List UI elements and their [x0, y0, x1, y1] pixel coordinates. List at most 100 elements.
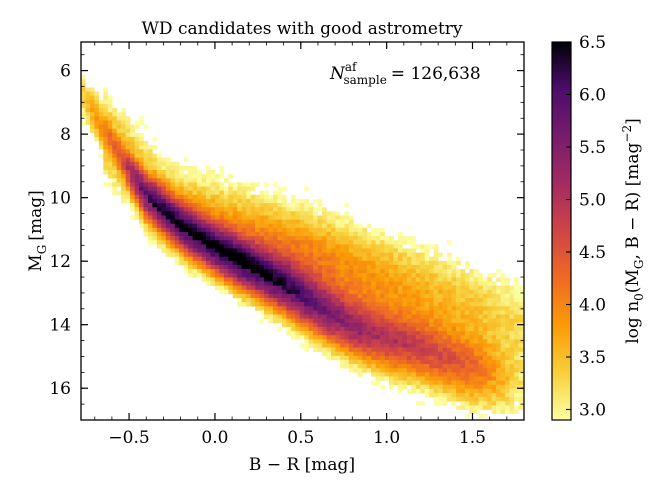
heatmap-cell	[250, 269, 256, 274]
heatmap-cell	[491, 326, 497, 332]
heatmap-cell	[214, 174, 220, 179]
heatmap-cell	[482, 376, 488, 381]
heatmap-cell	[214, 285, 220, 291]
heatmap-cell	[313, 322, 318, 328]
heatmap-cell	[415, 364, 421, 369]
heatmap-cell	[447, 285, 452, 291]
heatmap-cell	[397, 310, 403, 315]
heatmap-cell	[406, 343, 412, 348]
heatmap-cell	[322, 339, 327, 344]
heatmap-cell	[304, 281, 309, 286]
heatmap-cell	[420, 347, 426, 353]
heatmap-cell	[505, 339, 510, 344]
heatmap-cell	[389, 244, 394, 249]
heatmap-cell	[514, 359, 519, 365]
heatmap-cell	[156, 227, 162, 233]
heatmap-cell	[134, 141, 140, 146]
heatmap-cell	[366, 256, 372, 262]
heatmap-cell	[326, 289, 332, 295]
heatmap-cell	[326, 236, 332, 241]
heatmap-cell	[272, 318, 278, 324]
heatmap-cell	[201, 240, 207, 245]
heatmap-cell	[451, 298, 457, 303]
heatmap-cell	[509, 364, 515, 369]
heatmap-cell	[107, 165, 113, 171]
y-axis-title-main: M	[26, 254, 46, 271]
heatmap-cell	[232, 281, 238, 286]
heatmap-cell	[384, 256, 390, 262]
heatmap-cell	[438, 355, 443, 361]
colorbar-tick-label: 3.0	[579, 401, 606, 421]
heatmap-cell	[295, 227, 301, 233]
heatmap-cell	[348, 260, 354, 266]
heatmap-cell	[397, 273, 403, 278]
heatmap-cell	[125, 182, 131, 187]
heatmap-cell	[232, 256, 238, 262]
heatmap-cell	[348, 326, 354, 332]
heatmap-cell	[116, 178, 122, 183]
heatmap-cell	[308, 215, 314, 220]
heatmap-cell	[442, 384, 448, 390]
heatmap-cell	[139, 157, 144, 163]
heatmap-cell	[460, 405, 466, 410]
heatmap-cell	[505, 285, 510, 291]
heatmap-cell	[308, 343, 314, 348]
heatmap-cell	[429, 384, 434, 390]
heatmap-cell	[420, 248, 426, 253]
heatmap-cell	[299, 211, 305, 216]
heatmap-cell	[411, 273, 417, 278]
heatmap-cell	[317, 215, 323, 220]
heatmap-cell	[514, 302, 519, 307]
heatmap-cell	[286, 264, 292, 270]
heatmap-cell	[362, 236, 368, 241]
heatmap-cell	[514, 318, 519, 324]
heatmap-cell	[295, 302, 301, 307]
heatmap-cell	[228, 236, 234, 241]
heatmap-cell	[366, 368, 372, 373]
heatmap-cell	[255, 277, 260, 282]
heatmap-cell	[98, 112, 104, 117]
heatmap-cell	[473, 298, 479, 303]
heatmap-cell	[335, 236, 341, 241]
heatmap-cell	[514, 335, 519, 340]
heatmap-cell	[375, 264, 381, 270]
heatmap-cell	[335, 355, 341, 361]
heatmap-cell	[500, 289, 506, 295]
heatmap-cell	[473, 306, 479, 311]
heatmap-cell	[362, 248, 368, 253]
heatmap-cell	[147, 161, 153, 167]
heatmap-cell	[384, 264, 390, 270]
heatmap-cell	[487, 372, 493, 377]
heatmap-cell	[152, 215, 158, 220]
heatmap-cell	[447, 306, 452, 311]
heatmap-cell	[192, 182, 198, 187]
heatmap-cell	[482, 384, 488, 390]
heatmap-cell	[197, 269, 202, 274]
heatmap-cell	[313, 310, 318, 315]
heatmap-cell	[223, 219, 229, 224]
heatmap-cell	[438, 281, 443, 286]
heatmap-cell	[442, 376, 448, 381]
heatmap-cell	[447, 380, 452, 386]
heatmap-cell	[406, 318, 412, 324]
heatmap-cell	[214, 178, 220, 183]
heatmap-cell	[281, 281, 287, 286]
heatmap-cell	[134, 190, 140, 196]
heatmap-cell	[487, 302, 493, 307]
heatmap-cell	[156, 190, 162, 196]
heatmap-cell	[389, 289, 394, 295]
heatmap-cell	[451, 343, 457, 348]
heatmap-cell	[429, 347, 434, 353]
heatmap-cell	[406, 293, 412, 299]
heatmap-cell	[290, 198, 296, 204]
heatmap-cell	[406, 376, 412, 381]
heatmap-cell	[134, 203, 140, 208]
heatmap-cell	[277, 190, 283, 196]
heatmap-cell	[397, 376, 403, 381]
heatmap-cell	[219, 215, 225, 220]
heatmap-cell	[331, 211, 336, 216]
heatmap-cell	[389, 318, 394, 324]
heatmap-cell	[232, 240, 238, 245]
heatmap-cell	[295, 252, 301, 258]
heatmap-cell	[415, 326, 421, 332]
